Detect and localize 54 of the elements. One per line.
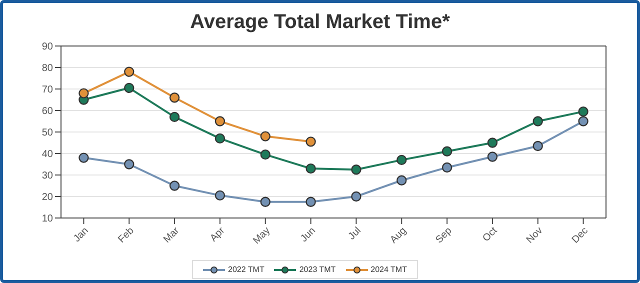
x-tick-label: Jul [346,225,364,242]
point [442,146,452,156]
point [169,112,180,122]
point [169,92,180,103]
x-tick-label: Aug [388,225,409,246]
point [442,162,452,173]
point [351,191,362,202]
point [578,116,588,126]
point [487,152,498,162]
legend-label: 2023 TMT [298,265,336,274]
x-tick-label: Feb [116,225,137,246]
point [78,152,89,163]
point [532,140,543,152]
x-tick-label: Sep [434,225,454,246]
x-tick-label: May [251,225,273,247]
point [260,149,270,160]
x-tick-label: Apr [208,224,228,244]
point [306,136,316,147]
point [124,66,134,77]
point [124,82,134,94]
point [214,190,226,201]
point [214,116,226,126]
y-tick-label: 80 [42,63,54,74]
point [78,88,89,98]
point [396,154,407,166]
x-tick-label: Mar [162,224,182,246]
point [578,106,588,117]
point [169,180,180,191]
point [214,133,226,144]
point [306,196,316,207]
x-tick-label: Jun [298,225,318,245]
legend-label: 2024 TMT [370,265,407,274]
point [306,163,316,174]
x-tick-label: Dec [570,225,590,246]
point [260,131,270,142]
y-tick-label: 10 [42,214,54,225]
y-tick-label: 70 [42,84,54,96]
point [532,116,543,126]
point [260,196,270,207]
point [124,159,134,170]
legend-label: 2022 TMT [227,265,264,274]
chart-title: Average Total Market Time* [189,11,451,35]
y-tick-label: 40 [42,149,54,160]
x-tick-label: Nov [524,225,546,246]
point [487,138,498,148]
y-tick-label: 60 [42,106,54,118]
y-tick-label: 20 [42,192,54,204]
y-tick-label: 90 [42,42,54,53]
x-tick-label: Oct [480,225,500,244]
point [396,175,407,186]
point [351,164,362,175]
x-tick-label: Jan [72,225,91,245]
y-tick-label: 50 [42,128,54,139]
y-tick-label: 30 [42,170,54,182]
